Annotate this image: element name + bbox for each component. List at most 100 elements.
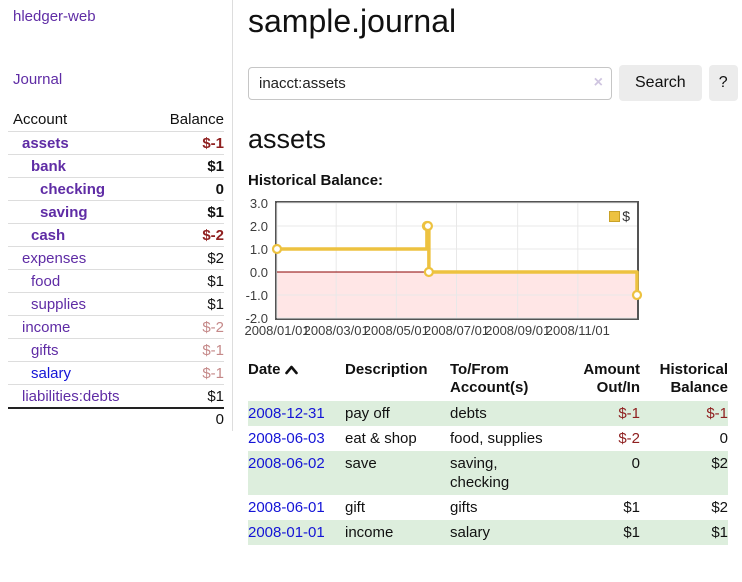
y-axis-tick: 0.0 <box>249 265 268 280</box>
account-link[interactable]: bank <box>31 157 67 175</box>
account-column-header: Account <box>13 111 68 128</box>
transaction-date-link[interactable]: 2008-06-01 <box>248 499 325 516</box>
accounts-cell: gifts <box>450 499 478 516</box>
register-row: 2008-06-01 gift gifts $1 $2 <box>248 495 728 520</box>
transaction-date-link[interactable]: 2008-06-02 <box>248 455 325 472</box>
account-row: supplies $1 <box>8 292 224 315</box>
balance-column-header: Balance <box>169 111 224 128</box>
accounts-cell: debts <box>450 405 487 422</box>
sidebar: hledger-web Journal Account Balance asse… <box>0 0 233 431</box>
transaction-date-link[interactable]: 2008-01-01 <box>248 524 325 541</box>
account-row: cash $-2 <box>8 223 224 246</box>
sidebar-item-journal[interactable]: Journal <box>13 71 63 88</box>
x-axis-tick: 2008/01/01 <box>244 323 310 338</box>
account-link[interactable]: saving <box>40 203 88 221</box>
account-row: income $-2 <box>8 315 224 338</box>
description-cell: save <box>345 455 377 472</box>
register-header-row: Date Description To/From Account(s) Amou… <box>248 359 728 401</box>
description-column-header: Description <box>345 361 428 378</box>
balance-cell: $-1 <box>706 405 728 422</box>
chart-y-labels: 3.0 2.0 1.0 0.0 -1.0 -2.0 <box>240 196 270 326</box>
search-bar: × Search ? <box>248 65 738 101</box>
account-row: expenses $2 <box>8 246 224 269</box>
account-link[interactable]: assets <box>22 134 69 152</box>
description-cell: pay off <box>345 405 390 422</box>
amount-cell: $-2 <box>618 430 640 447</box>
account-link[interactable]: food <box>31 272 61 290</box>
account-link[interactable]: income <box>22 318 71 336</box>
account-row: checking 0 <box>8 177 224 200</box>
account-row: liabilities:debts $1 <box>8 384 224 407</box>
account-link[interactable]: cash <box>31 226 66 244</box>
page-title: sample.journal <box>248 3 457 39</box>
description-cell: gift <box>345 499 366 516</box>
register-body: 2008-12-31 pay off debts $-1 $-1 2008-06-03 ea… <box>248 401 728 545</box>
clear-search-icon[interactable]: × <box>593 73 603 91</box>
account-link[interactable]: supplies <box>31 295 87 313</box>
account-balance: $2 <box>207 249 224 267</box>
account-balance: $-2 <box>202 226 224 244</box>
accounts-cell: salary <box>450 524 491 541</box>
search-button[interactable]: Search <box>619 65 702 101</box>
date-column-header[interactable]: Date <box>248 359 345 401</box>
main-content: sample.journal × Search ? assets Histori… <box>244 0 738 545</box>
app-brand-link[interactable]: hledger-web <box>13 8 96 25</box>
balance-cell: $2 <box>711 499 728 516</box>
accounts-table-header: Account Balance <box>8 108 224 131</box>
register-table: Date Description To/From Account(s) Amou… <box>248 359 728 545</box>
account-link[interactable]: salary <box>31 364 72 382</box>
description-cell: eat & shop <box>345 430 417 447</box>
transaction-date-link[interactable]: 2008-06-03 <box>248 430 325 447</box>
search-input[interactable] <box>248 66 612 100</box>
account-row: salary $-1 <box>8 361 224 384</box>
account-link[interactable]: gifts <box>31 341 59 359</box>
account-balance: $-2 <box>202 318 224 336</box>
balance-cell: 0 <box>719 430 728 447</box>
account-link[interactable]: liabilities:debts <box>22 387 120 405</box>
y-axis-tick: 2.0 <box>249 219 268 234</box>
chart-svg <box>271 202 643 319</box>
x-axis-tick: 2008/09/01 <box>485 323 551 338</box>
x-axis-tick: 2008/03/01 <box>303 323 369 338</box>
help-button[interactable]: ? <box>708 65 738 101</box>
amount-column-header: Amount Out/In <box>583 361 640 396</box>
transaction-date-link[interactable]: 2008-12-31 <box>248 405 325 422</box>
search-box: × <box>248 66 612 100</box>
account-row: food $1 <box>8 269 224 292</box>
account-balance: $1 <box>207 295 224 313</box>
account-row: bank $1 <box>8 154 224 177</box>
amount-cell: $-1 <box>618 405 640 422</box>
account-balance: $1 <box>207 272 224 290</box>
accounts-total-balance: 0 <box>215 411 224 428</box>
register-row: 2008-06-02 save saving, checking 0 $2 <box>248 451 728 495</box>
date-cell: 2008-01-01 <box>248 520 345 545</box>
x-axis-tick: 2008/07/01 <box>423 323 490 338</box>
accounts-total-row: 0 <box>8 407 224 430</box>
chart-legend: $ <box>607 207 632 225</box>
account-row: gifts $-1 <box>8 338 224 361</box>
balance-column-header-register: Historical Balance <box>659 361 728 396</box>
chart-legend-swatch <box>609 210 621 222</box>
account-balance: $-1 <box>202 341 224 359</box>
account-balance: $1 <box>207 157 224 175</box>
account-balance: $1 <box>207 387 224 405</box>
account-heading: assets <box>248 124 327 154</box>
date-cell: 2008-06-03 <box>248 426 345 451</box>
sort-ascending-icon <box>284 362 298 380</box>
account-balance: $1 <box>207 203 224 221</box>
account-row: saving $1 <box>8 200 224 223</box>
historical-balance-chart: 3.0 2.0 1.0 0.0 -1.0 -2.0 $ 2008/01/01 2008/03… <box>244 196 643 340</box>
amount-cell: 0 <box>631 455 640 472</box>
account-row: assets $-1 <box>8 131 224 154</box>
account-link[interactable]: expenses <box>22 249 87 267</box>
date-header-label: Date <box>248 361 281 378</box>
accounts-column-header: To/From Account(s) <box>450 361 529 396</box>
register-row: 2008-12-31 pay off debts $-1 $-1 <box>248 401 728 426</box>
accounts-cell: food, supplies <box>450 430 543 447</box>
account-rows: assets $-1 bank $1 checking 0 saving $1 cash $-2 e… <box>8 131 224 407</box>
account-balance: 0 <box>215 180 224 198</box>
chart-legend-label: $ <box>622 208 630 224</box>
account-link[interactable]: checking <box>40 180 106 198</box>
balance-cell: $2 <box>711 455 728 472</box>
register-row: 2008-01-01 income salary $1 $1 <box>248 520 728 545</box>
